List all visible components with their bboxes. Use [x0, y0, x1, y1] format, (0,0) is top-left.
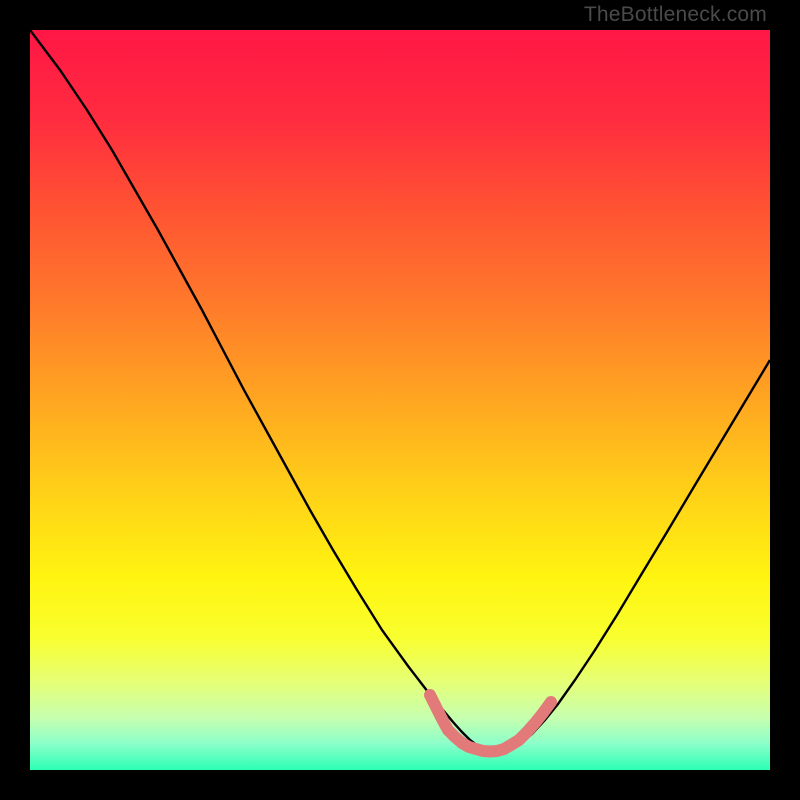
plot-background	[30, 30, 770, 770]
chart-stage: TheBottleneck.com	[0, 0, 800, 800]
chart-svg	[0, 0, 800, 800]
watermark-text: TheBottleneck.com	[584, 3, 767, 27]
